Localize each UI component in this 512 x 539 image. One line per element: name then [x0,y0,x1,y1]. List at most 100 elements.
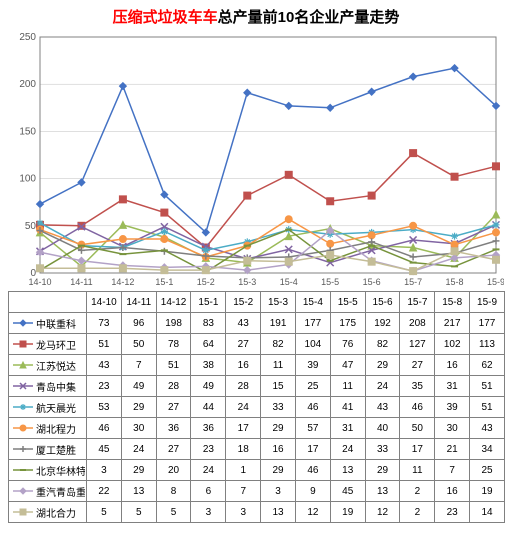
data-cell: 40 [365,418,400,439]
data-cell: 41 [330,397,365,418]
table-row: 湖北程力463036361729573140503043 [9,418,505,439]
data-cell: 19 [330,502,365,523]
series [37,221,500,266]
data-cell: 51 [470,376,505,397]
data-cell: 102 [435,334,470,355]
data-cell: 13 [261,502,296,523]
data-cell: 30 [121,418,156,439]
data-cell: 22 [87,481,122,502]
table-row: 湖北合力555331312191222314 [9,502,505,523]
svg-text:15-9: 15-9 [487,277,504,287]
series-legend-cell: 厦工楚胜 [9,439,87,460]
data-cell: 192 [365,313,400,334]
data-cell: 28 [226,376,261,397]
data-cell: 62 [470,355,505,376]
column-header: 15-5 [330,292,365,313]
svg-text:15-4: 15-4 [280,277,298,287]
data-cell: 51 [470,397,505,418]
data-cell: 23 [435,502,470,523]
data-cell: 24 [365,376,400,397]
data-cell: 39 [435,397,470,418]
data-cell: 47 [330,355,365,376]
legend-marker-icon [12,443,34,455]
table-row: 江苏悦达43751381611394729271662 [9,355,505,376]
data-cell: 25 [470,460,505,481]
data-cell: 3 [87,460,122,481]
series-name: 厦工楚胜 [36,442,85,457]
svg-text:250: 250 [19,32,36,43]
data-cell: 175 [330,313,365,334]
data-cell: 11 [400,460,435,481]
svg-text:50: 50 [25,221,37,232]
svg-text:150: 150 [19,126,36,137]
data-cell: 16 [261,439,296,460]
column-header: 15-8 [435,292,470,313]
data-cell: 104 [295,334,330,355]
svg-text:15-8: 15-8 [446,277,464,287]
data-cell: 24 [191,460,226,481]
data-cell: 13 [330,460,365,481]
data-cell: 17 [295,439,330,460]
data-cell: 8 [156,481,191,502]
data-cell: 6 [191,481,226,502]
data-cell: 43 [365,397,400,418]
series-name: 中联重科 [36,316,85,331]
data-cell: 19 [470,481,505,502]
series-legend-cell: 龙马环卫 [9,334,87,355]
column-header: 15-7 [400,292,435,313]
chart-svg: 05010015020025014-1014-1114-1215-115-215… [8,31,504,291]
data-cell: 191 [261,313,296,334]
data-cell: 12 [365,502,400,523]
data-cell: 2 [400,502,435,523]
data-cell: 217 [435,313,470,334]
data-cell: 76 [330,334,365,355]
svg-text:15-6: 15-6 [363,277,381,287]
table-row: 龙马环卫5150786427821047682127102113 [9,334,505,355]
data-cell: 113 [470,334,505,355]
series-name: 重汽青岛重工 [36,484,85,499]
data-cell: 46 [87,418,122,439]
data-cell: 43 [470,418,505,439]
svg-text:15-2: 15-2 [197,277,215,287]
data-cell: 46 [400,397,435,418]
data-cell: 11 [261,355,296,376]
data-cell: 177 [470,313,505,334]
legend-marker-icon [12,506,34,518]
data-cell: 78 [156,334,191,355]
data-cell: 7 [226,481,261,502]
data-cell: 16 [226,355,261,376]
data-cell: 17 [226,418,261,439]
title-black: 总产量前10名企业产量走势 [218,9,400,26]
data-cell: 24 [226,397,261,418]
column-header: 14-12 [156,292,191,313]
table-corner [9,292,87,313]
data-cell: 18 [226,439,261,460]
data-cell: 39 [295,355,330,376]
series-legend-cell: 湖北合力 [9,502,87,523]
data-cell: 29 [261,460,296,481]
data-cell: 51 [87,334,122,355]
legend-marker-icon [12,485,34,497]
data-cell: 38 [191,355,226,376]
data-cell: 36 [191,418,226,439]
data-cell: 44 [191,397,226,418]
data-cell: 23 [87,376,122,397]
data-cell: 15 [261,376,296,397]
data-cell: 25 [295,376,330,397]
data-cell: 82 [261,334,296,355]
data-cell: 29 [365,460,400,481]
data-cell: 45 [330,481,365,502]
series-name: 江苏悦达 [36,358,85,373]
data-cell: 17 [400,439,435,460]
data-cell: 3 [261,481,296,502]
data-cell: 12 [295,502,330,523]
line-chart: 05010015020025014-1014-1114-1215-115-215… [8,31,504,291]
data-cell: 127 [400,334,435,355]
data-cell: 13 [121,481,156,502]
data-cell: 198 [156,313,191,334]
data-cell: 7 [435,460,470,481]
data-cell: 50 [121,334,156,355]
svg-text:14-10: 14-10 [28,277,51,287]
data-cell: 7 [121,355,156,376]
data-cell: 45 [87,439,122,460]
